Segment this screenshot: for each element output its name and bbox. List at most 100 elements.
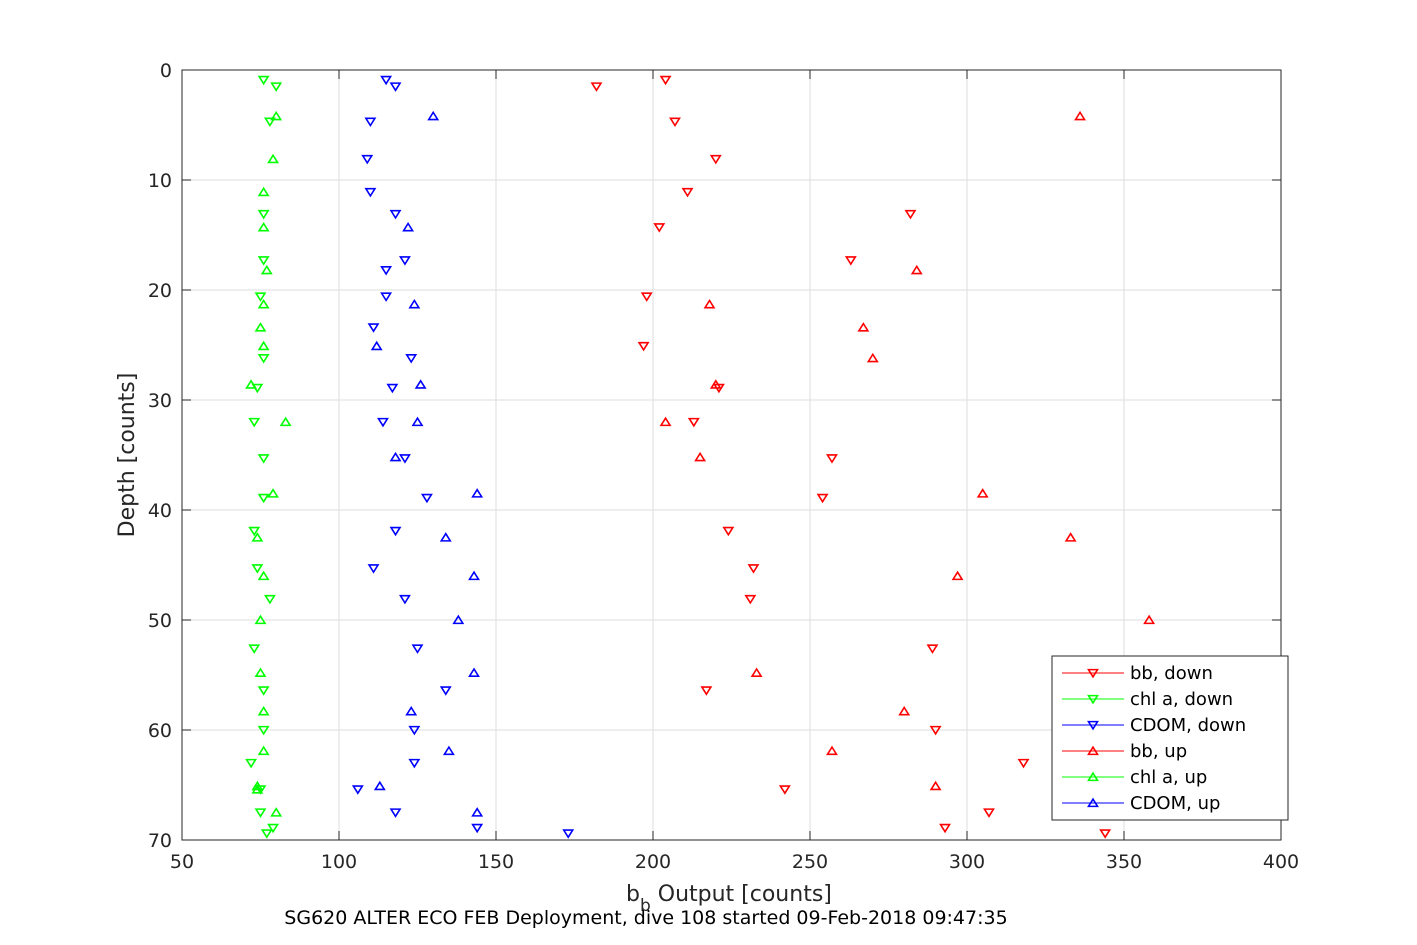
x-tick-label: 100 [321, 851, 357, 873]
legend-entry-label: CDOM, up [1130, 793, 1220, 814]
data-point [1074, 110, 1086, 121]
data-point [257, 340, 270, 351]
data-point [910, 264, 923, 275]
data-point [411, 644, 424, 654]
data-point [257, 686, 270, 696]
legend-entry-label: chl a, down [1130, 689, 1233, 710]
series-chl-a-up [245, 110, 292, 817]
legend-entry-label: CDOM, down [1130, 715, 1246, 736]
data-point [364, 117, 377, 128]
legend-marker [1087, 745, 1099, 756]
data-point [778, 785, 791, 795]
data-point [405, 705, 418, 716]
data-point [260, 264, 273, 275]
data-point [373, 780, 386, 791]
data-point [471, 807, 484, 817]
data-point [826, 454, 838, 464]
data-point [270, 110, 283, 121]
data-point [257, 493, 270, 504]
legend-box [1051, 655, 1289, 821]
x-tick-label: 400 [1263, 851, 1299, 873]
data-point [408, 298, 421, 309]
data-point [361, 154, 374, 165]
data-point [471, 823, 484, 834]
data-point [267, 488, 280, 498]
data-point [681, 187, 694, 198]
data-point [983, 808, 995, 818]
data-point [257, 745, 270, 756]
data-point [380, 292, 393, 302]
legend-entry-label: chl a, up [1130, 767, 1207, 788]
data-point [427, 110, 440, 121]
data-point [257, 221, 270, 232]
x-tick-label: 350 [1106, 851, 1142, 873]
data-point [703, 298, 716, 309]
data-point [1017, 758, 1030, 769]
legend-marker [1087, 797, 1099, 808]
data-point [659, 416, 672, 427]
data-point [386, 383, 399, 394]
y-tick-label: 40 [148, 500, 172, 522]
data-point [405, 354, 418, 364]
data-point [254, 292, 267, 302]
data-point [750, 667, 763, 677]
axis-ticks: 50 100 150 200 250 300 350 400 0 10 20 30 40 50 60 70 [148, 60, 1299, 873]
data-point [270, 807, 283, 817]
data-point [439, 686, 452, 696]
data-point [257, 705, 270, 716]
data-point [653, 223, 666, 233]
y-tick-label: 20 [148, 280, 172, 302]
data-point [640, 292, 653, 302]
data-point [380, 75, 393, 86]
data-point [367, 323, 380, 333]
data-point [251, 784, 264, 794]
data-point [414, 379, 427, 389]
y-tick-label: 50 [148, 610, 172, 632]
data-point [257, 75, 270, 86]
data-point [402, 221, 415, 232]
legend: bb, down chl a, down CDOM, down bb, up chl a… [1051, 655, 1289, 821]
data-point [389, 526, 402, 537]
data-point [866, 352, 879, 363]
legend-entry-label: bb, down [1130, 663, 1213, 684]
x-tick-label: 300 [949, 851, 985, 873]
data-point [364, 187, 377, 198]
data-point [562, 829, 575, 839]
data-point [263, 594, 276, 605]
data-point [929, 780, 942, 791]
data-point [951, 570, 964, 581]
legend-marker [1087, 668, 1099, 679]
data-point [254, 667, 267, 677]
data-point [471, 488, 484, 498]
data-point [257, 256, 270, 266]
data-point [279, 416, 292, 427]
data-point [1064, 532, 1077, 542]
data-point [452, 614, 465, 625]
data-point [744, 594, 757, 605]
x-axis-label: bb Output [counts] [626, 882, 832, 916]
series-bb-up [659, 110, 1156, 791]
legend-marker [1087, 694, 1099, 705]
data-point [257, 725, 270, 736]
data-point [816, 493, 829, 504]
legend-entry-label: bb, up [1130, 741, 1187, 762]
data-point [389, 451, 402, 462]
x-axis-label-subscript: b [640, 896, 651, 916]
x-tick-label: 200 [635, 851, 671, 873]
data-point [590, 82, 603, 92]
y-tick-label: 30 [148, 390, 172, 412]
data-point [389, 82, 402, 92]
data-point [659, 75, 672, 86]
data-point [398, 454, 411, 464]
series-chl-a-down [245, 75, 283, 839]
data-point [257, 570, 270, 581]
data-point [251, 532, 264, 542]
data-point [398, 256, 411, 266]
data-point [669, 117, 681, 128]
data-point [926, 644, 939, 654]
data-point [687, 417, 700, 428]
data-point [367, 564, 380, 574]
data-point [439, 532, 452, 542]
x-axis-label-main: b [626, 882, 640, 907]
data-point [637, 341, 650, 352]
